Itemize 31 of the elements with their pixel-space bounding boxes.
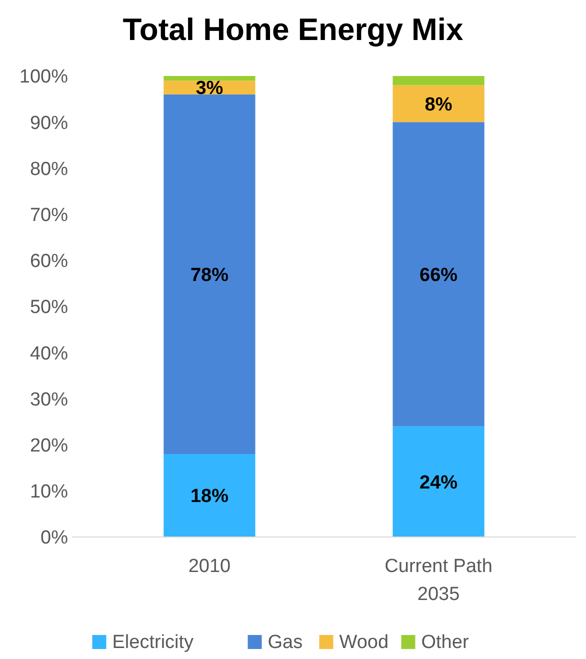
data-label: 66% xyxy=(420,264,458,286)
bar xyxy=(164,454,256,537)
bar xyxy=(164,94,256,454)
y-tick-label: 60% xyxy=(30,251,68,272)
chart-title: Total Home Energy Mix xyxy=(122,12,464,47)
data-label: 3% xyxy=(196,78,224,100)
y-tick-label: 70% xyxy=(30,204,68,226)
bar xyxy=(392,122,484,426)
y-tick-label: 50% xyxy=(30,297,68,318)
bar xyxy=(392,76,484,86)
y-tick-label: 90% xyxy=(30,112,68,134)
y-tick-label: 10% xyxy=(30,482,68,503)
bar xyxy=(164,76,256,81)
bar xyxy=(392,85,484,122)
y-tick-label: 100% xyxy=(19,66,68,88)
legend-label: Wood xyxy=(339,632,389,653)
legend-label: Other xyxy=(421,632,470,653)
legend-label: Gas xyxy=(268,632,303,653)
x-tick-label: 2010 xyxy=(188,556,231,577)
data-label: 24% xyxy=(420,472,458,494)
data-label: 8% xyxy=(424,94,452,116)
y-tick-label: 80% xyxy=(30,158,68,180)
data-label: 18% xyxy=(190,486,229,508)
y-tick-label: 30% xyxy=(30,389,68,410)
y-tick-label: 40% xyxy=(30,343,68,364)
y-tick-label: 20% xyxy=(30,435,68,456)
y-tick-label: 0% xyxy=(40,528,68,549)
x-tick-label: Current Path 2035 xyxy=(384,556,492,605)
bar xyxy=(392,426,484,537)
legend-label: Electricity xyxy=(112,632,194,653)
data-label: 78% xyxy=(190,264,229,286)
